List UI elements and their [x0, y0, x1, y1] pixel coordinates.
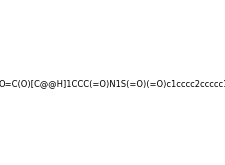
- Text: O=C(O)[C@@H]1CCC(=O)N1S(=O)(=O)c1cccc2ccccc12: O=C(O)[C@@H]1CCC(=O)N1S(=O)(=O)c1cccc2cc…: [0, 79, 225, 88]
